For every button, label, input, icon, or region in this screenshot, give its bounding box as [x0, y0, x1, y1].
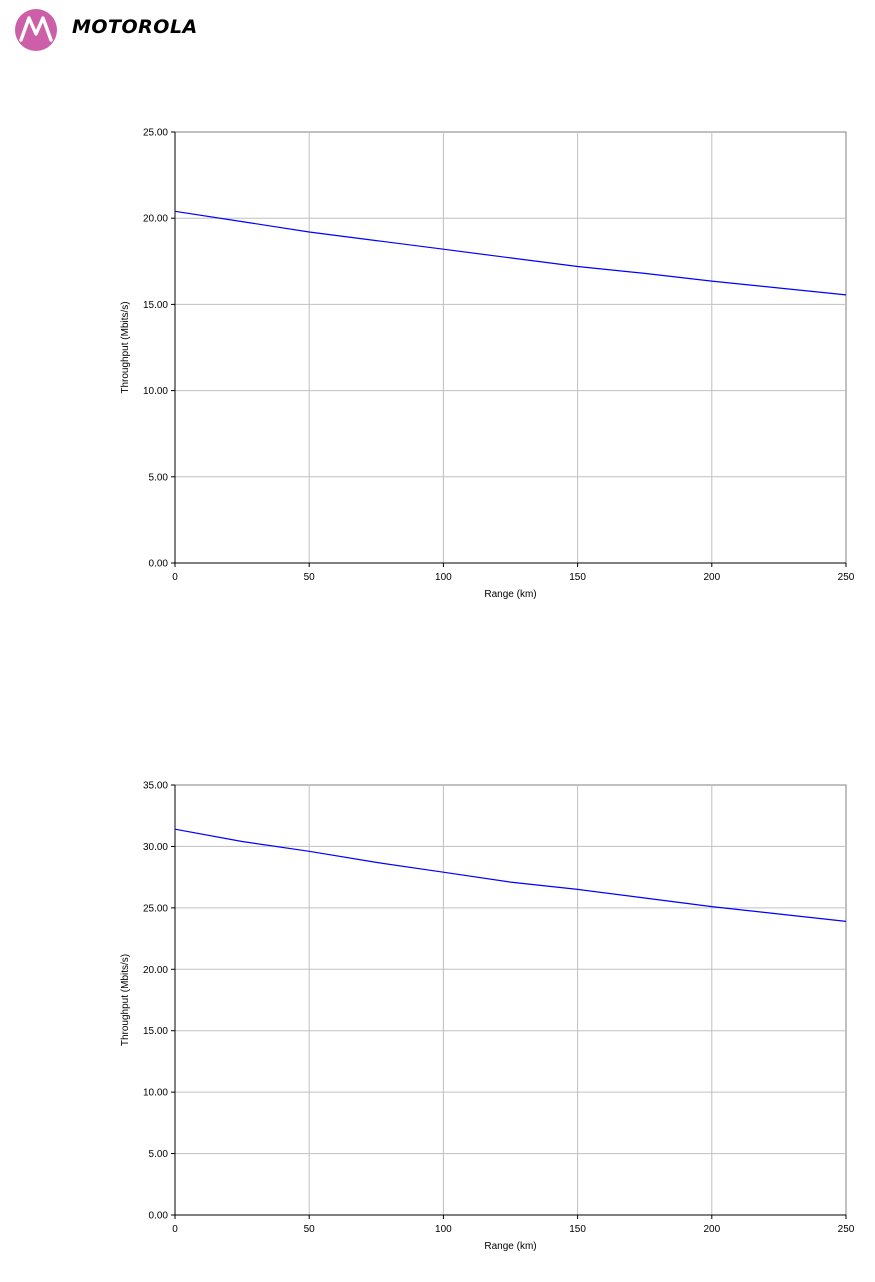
- chart2-y-tick-label: 25.00: [143, 903, 168, 914]
- logo-batwing: [19, 16, 53, 42]
- chart1-x-tick-label: 0: [172, 572, 178, 583]
- chart2-x-tick-label: 0: [172, 1224, 178, 1235]
- chart1-series-line: [174, 210, 847, 296]
- chart1-y-axis-label: Throughput (Mbits/s): [120, 301, 131, 393]
- chart1-x-tick-label: 50: [304, 572, 316, 583]
- chart1-y-tick-label: 20.00: [143, 214, 168, 225]
- chart2-x-tick-label: 150: [569, 1224, 586, 1235]
- chart1-plot-area: [174, 131, 847, 564]
- chart1-x-tick-label: 250: [838, 572, 855, 583]
- chart2-y-tick-label: 35.00: [143, 781, 168, 792]
- chart2-y-tick-label: 15.00: [143, 1026, 168, 1037]
- chart2-series-line: [174, 828, 847, 922]
- chart2-x-tick-label: 50: [304, 1224, 316, 1235]
- chart1-x-tick-label: 200: [703, 572, 720, 583]
- chart1-x-tick-label: 100: [435, 572, 452, 583]
- chart1-y-tick-label: 15.00: [143, 300, 168, 311]
- chart1-y-tick-label: 10.00: [143, 386, 168, 397]
- chart1-x-tick-label: 150: [569, 572, 586, 583]
- chart2-y-tick-label: 10.00: [143, 1088, 168, 1099]
- chart2-y-axis-label: Throughput (Mbits/s): [120, 954, 131, 1046]
- chart1-y-tick-label: 25.00: [143, 128, 168, 139]
- chart2-y-tick-label: 0.00: [149, 1211, 169, 1222]
- chart2-x-axis-label: Range (km): [484, 1241, 536, 1252]
- brand-name: MOTOROLA: [72, 16, 198, 38]
- chart2-y-tick-label: 20.00: [143, 965, 168, 976]
- chart2-plot-area: [174, 784, 847, 1216]
- motorola-logo: MOTOROLA: [14, 8, 264, 54]
- chart2-y-tick-label: 30.00: [143, 842, 168, 853]
- chart2-x-tick-label: 250: [838, 1224, 855, 1235]
- throughput-chart-2: 0.00 5.00 10.00 15.00 20.00 25.00 30.00 35.00 0 5…: [120, 781, 855, 1253]
- chart1-y-tick-label: 5.00: [149, 472, 169, 483]
- chart2-x-tick-label: 200: [703, 1224, 720, 1235]
- motorola-batwing-icon: [15, 9, 57, 51]
- chart2-x-tick-label: 100: [435, 1224, 452, 1235]
- chart1-y-tick-label: 0.00: [149, 559, 169, 570]
- chart1-x-axis-label: Range (km): [484, 589, 536, 600]
- chart2-y-tick-label: 5.00: [149, 1149, 169, 1160]
- throughput-chart-1: 0.00 5.00 10.00 15.00 20.00 25.00 0 50 100 150 200…: [120, 128, 855, 601]
